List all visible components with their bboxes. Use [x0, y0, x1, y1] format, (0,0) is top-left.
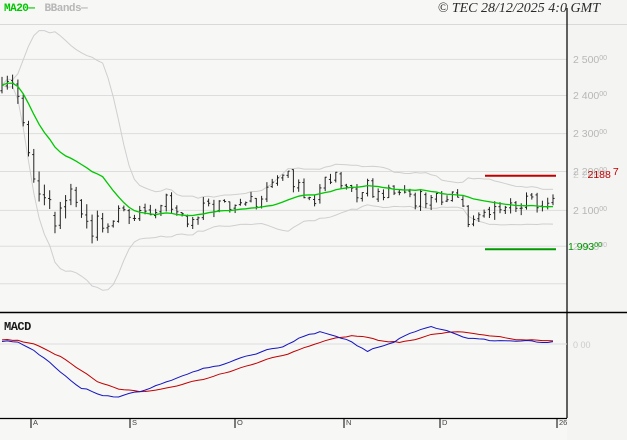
svg-text:MACD: MACD — [4, 320, 31, 334]
svg-text:O: O — [237, 418, 243, 427]
svg-text:A: A — [33, 418, 38, 427]
svg-text:26: 26 — [559, 418, 567, 427]
svg-text:N: N — [346, 418, 351, 427]
svg-text:D: D — [442, 418, 448, 427]
svg-text:0 00: 0 00 — [573, 340, 591, 350]
svg-text:S: S — [132, 418, 137, 427]
